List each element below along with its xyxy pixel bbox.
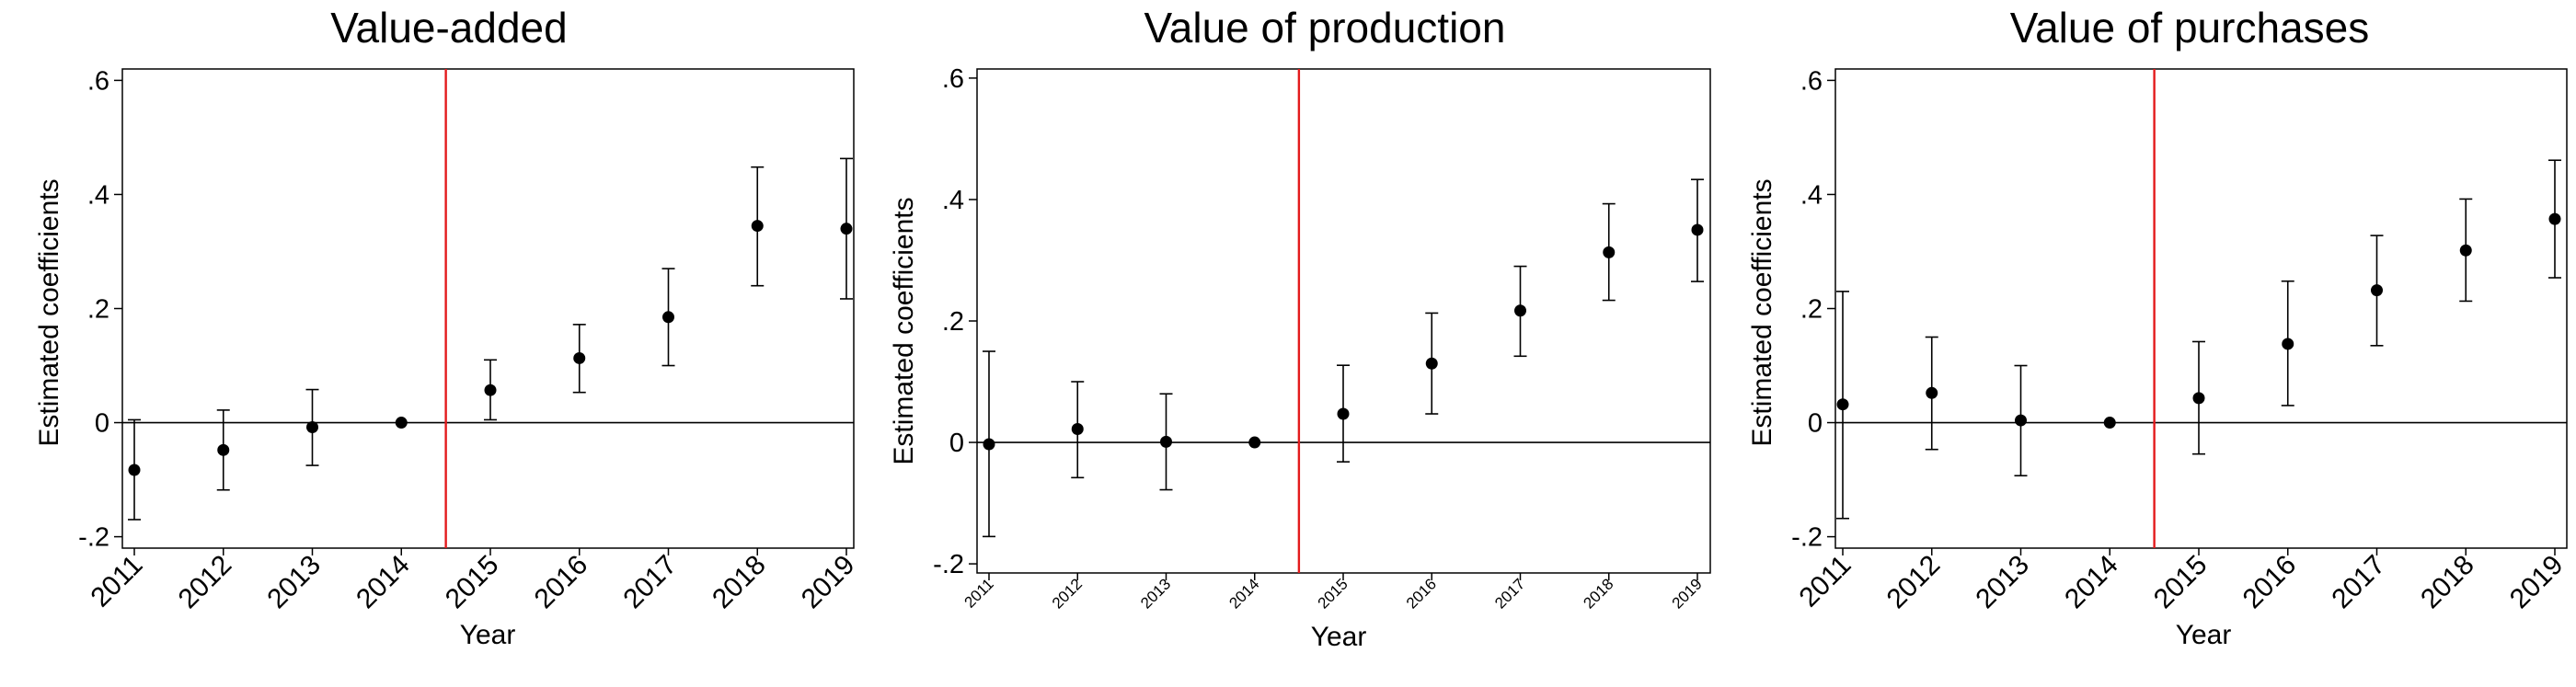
x-tick-label: 2013 [1970, 550, 2035, 615]
panel-value-of-production: Value of production Estimated coefficien… [889, 4, 1711, 652]
y-tick-label: 0 [1808, 409, 1823, 439]
y-axis-label: Estimated coefficients [34, 178, 64, 446]
coefficient-point [751, 220, 764, 233]
y-tick-label: -.2 [1791, 523, 1823, 553]
y-axis-label: Estimated coefficients [889, 197, 919, 464]
coefficient-point [2192, 392, 2205, 405]
coefficient-point [1248, 436, 1261, 449]
x-tick-label: 2012 [1049, 575, 1086, 612]
y-tick-label: .2 [87, 295, 109, 325]
x-axis-label: Year [1311, 622, 1367, 652]
x-tick-label: 2019 [796, 550, 861, 615]
coefficient-point [662, 311, 674, 324]
plot-frame [976, 68, 1711, 574]
y-tick-label: .2 [942, 307, 964, 337]
x-tick-label: 2011 [960, 575, 996, 611]
x-tick-label: 2018 [707, 550, 772, 615]
x-tick-label: 2011 [1793, 550, 1857, 613]
coefficient-point [1514, 304, 1526, 317]
coefficient-point [1691, 223, 1704, 236]
coefficient-point [395, 417, 408, 429]
x-tick-label: 2011 [85, 550, 148, 613]
plot-area: -.2 0 .2 .4 .6 2011 2012 2013 2014 2015 2016 2017 20… [78, 66, 860, 614]
x-tick-label: 2017 [1491, 575, 1528, 612]
coefficient-point [306, 421, 318, 434]
y-tick-label: .4 [1800, 180, 1823, 210]
coefficient-point [983, 438, 995, 451]
plot-frame [1834, 68, 2568, 549]
coefficient-point [1160, 435, 1172, 448]
x-tick-label: 2017 [2326, 550, 2391, 615]
coefficient-point [1337, 407, 1350, 420]
coefficient-point [2282, 338, 2294, 350]
coefficient-point [2103, 417, 2116, 429]
coefficient-point [573, 351, 586, 364]
x-tick-label: 2014 [2059, 550, 2124, 615]
x-tick-label: 2013 [261, 550, 327, 615]
chart-title: Value of production [1144, 4, 1506, 52]
y-axis-label: Estimated coefficients [1747, 178, 1777, 446]
panel-value-of-purchases: Value of purchases Estimated coefficient… [1747, 4, 2569, 650]
x-tick-label: 2016 [529, 550, 594, 615]
coefficient-point [2015, 414, 2027, 427]
coefficient-point [484, 384, 497, 396]
y-tick-label: 0 [949, 429, 964, 458]
x-axis-label: Year [2176, 620, 2232, 650]
x-tick-label: 2016 [1403, 575, 1440, 612]
coefficient-point [128, 464, 141, 476]
coefficient-point [2548, 212, 2561, 225]
panel-value-added: Value-added Estimated coefficients Year … [34, 4, 860, 650]
coefficient-point [1836, 398, 1849, 411]
x-tick-label: 2013 [1137, 575, 1174, 612]
y-tick-label: .6 [1800, 66, 1823, 96]
x-tick-label: 2012 [1881, 550, 1947, 615]
x-tick-label: 2018 [2415, 550, 2480, 615]
coefficient-point [2459, 244, 2472, 257]
coefficient-point [1926, 386, 1938, 399]
x-tick-label: 2019 [2504, 550, 2570, 615]
y-tick-label: -.2 [78, 523, 109, 553]
x-tick-label: 2015 [2148, 550, 2214, 615]
plot-area: -.2 0 .2 .4 .6 2011 2012 2013 2014 2015 2016 2017 20… [933, 64, 1711, 613]
x-tick-label: 2018 [1580, 575, 1616, 612]
chart-title: Value of purchases [2010, 4, 2369, 52]
y-tick-label: -.2 [933, 550, 964, 579]
coefficient-point [1603, 246, 1616, 258]
coefficient-point [840, 223, 853, 235]
x-tick-label: 2014 [1225, 575, 1262, 612]
plot-frame [121, 68, 855, 549]
x-tick-label: 2019 [1669, 575, 1706, 612]
chart-title: Value-added [330, 4, 567, 52]
coefficient-point [1425, 357, 1438, 370]
y-tick-label: .6 [87, 66, 109, 96]
y-tick-label: 0 [95, 409, 109, 439]
x-tick-label: 2012 [173, 550, 238, 615]
plot-area: -.2 0 .2 .4 .6 2011 2012 2013 2014 2015 2016 2017 20… [1791, 66, 2569, 614]
x-tick-label: 2015 [440, 550, 505, 615]
x-tick-label: 2017 [617, 550, 683, 615]
y-tick-label: .4 [87, 180, 109, 210]
y-tick-label: .2 [1800, 295, 1823, 325]
y-tick-label: .6 [942, 64, 964, 94]
x-tick-label: 2014 [351, 550, 416, 615]
coefficient-point [1071, 423, 1084, 436]
coefficient-point [217, 443, 230, 456]
x-tick-label: 2015 [1315, 575, 1351, 612]
x-tick-label: 2016 [2237, 550, 2303, 615]
x-axis-label: Year [460, 620, 516, 650]
coefficient-point [2371, 284, 2383, 297]
y-tick-label: .4 [942, 186, 964, 215]
